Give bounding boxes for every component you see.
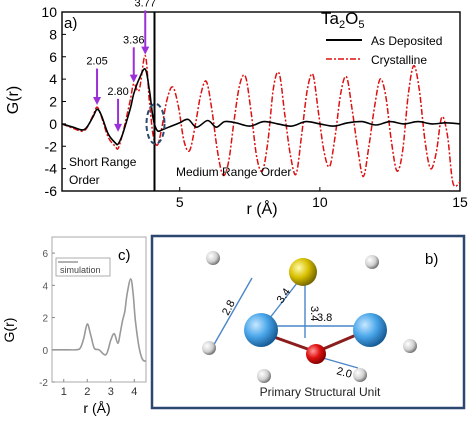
panel-c-y-tick-label: 4: [42, 281, 48, 292]
distance-label-3-8: 3.8: [317, 312, 332, 324]
peak-label: 2.80: [107, 86, 128, 98]
panel-a-y-tick-label: 10: [41, 4, 57, 20]
panel-c-y-tick-label: -2: [39, 378, 48, 389]
panel-a-x-tick-label: 15: [452, 194, 468, 210]
panel-a-y-tick-label: -2: [45, 138, 58, 154]
distance-label-3-4-vertical: 3.4: [308, 306, 320, 321]
oxygen-atom-bottom-right: [353, 368, 367, 382]
panel-c-y-tick-label: 6: [42, 249, 48, 260]
panel-c-x-tick-label: 4: [131, 386, 137, 398]
legend-label-as-deposited: As Deposited: [371, 34, 442, 48]
panel-c-label: c): [118, 247, 131, 264]
peak-arrow-head: [141, 46, 150, 55]
panel-a-label: a): [64, 15, 77, 32]
panel-a-y-tick-label: 0: [49, 116, 57, 132]
panel-a-x-tick-label: 10: [312, 194, 328, 210]
series-line-as-deposited: [62, 68, 460, 146]
panel-c-chart: 1 2 3 4 -2 0 2 4 6 simulation c) G(r) r (Å): [1, 236, 147, 416]
panel-a-x-tick-label: 5: [176, 194, 184, 210]
tantalum-atom-right: [353, 313, 387, 347]
short-range-order-label-line2: Order: [69, 173, 100, 187]
yellow-atom: [289, 258, 317, 286]
bridging-oxygen-atom: [306, 344, 326, 364]
panel-c-legend: simulation: [55, 257, 111, 277]
peak-arrow-head: [114, 123, 123, 132]
panel-a-y-tick-label: 8: [49, 26, 57, 42]
panel-a-y-tick-label: 6: [49, 49, 57, 65]
panel-a-title: Ta2O5: [321, 9, 364, 31]
peak-arrow-head: [93, 96, 102, 105]
panel-c-x-axis-label: r (Å): [83, 400, 110, 416]
panel-c-plot-frame: [51, 236, 147, 383]
oxygen-atom-bottom-left: [202, 341, 216, 355]
distance-line-2-8: [211, 277, 253, 349]
panel-a-x-axis-label: r (Å): [246, 199, 277, 218]
panel-c-y-ticks: -2 0 2 4 6: [39, 249, 55, 389]
peak-label: 2.05: [86, 56, 107, 68]
panel-c-y-tick-label: 0: [42, 346, 48, 357]
panel-a-y-tick-label: 4: [49, 71, 57, 87]
panel-c-x-ticks: 1 2 3 4: [61, 379, 137, 398]
panel-a-series: [62, 54, 460, 188]
panel-c-x-tick-label: 3: [108, 386, 114, 398]
panel-a-y-tick-label: -6: [45, 183, 58, 199]
tantalum-atom-left: [244, 313, 278, 347]
series-line-crystalline: [62, 54, 460, 188]
distance-label-2-0: 2.0: [335, 365, 353, 381]
panel-c-y-tick-label: 2: [42, 314, 48, 325]
oxygen-atom-top-left: [206, 251, 220, 265]
panel-b-structure: 2.8 3.4 3.4 3.8 2.0 b) Primary Structura…: [150, 234, 466, 410]
series-line-simulation: [52, 278, 147, 362]
panel-c-x-tick-label: 1: [61, 386, 67, 398]
panel-a-annotations: 3.77 3.36 2.80 2.05: [86, 0, 156, 132]
panel-a-legend: As Deposited Crystalline: [326, 34, 442, 67]
divider-highlight-ellipse: [145, 102, 166, 145]
panel-c-x-tick-label: 2: [84, 386, 90, 398]
panel-c-series: [52, 278, 147, 362]
panel-c-y-axis-label: G(r): [1, 318, 17, 343]
oxygen-atom-bottom: [257, 369, 271, 383]
panel-a-y-tick-label: -4: [45, 161, 58, 177]
oxygen-atom-right: [403, 339, 417, 353]
panel-a-x-ticks: 5 10 15: [176, 187, 468, 210]
oxygen-atom-top-right: [365, 255, 379, 269]
panel-a-y-axis-label: G(r): [5, 86, 22, 114]
legend-label-simulation: simulation: [60, 265, 101, 275]
peak-label: 3.77: [135, 0, 156, 9]
medium-range-order-label: Medium Range Order: [176, 165, 291, 179]
legend-label-crystalline: Crystalline: [371, 53, 427, 67]
short-range-order-label-line1: Short Range: [69, 155, 137, 169]
panel-b-label: b): [425, 251, 438, 268]
peak-arrow-head: [129, 74, 138, 83]
panel-a-y-tick-label: 2: [49, 94, 57, 110]
peak-label: 3.36: [123, 34, 144, 46]
primary-structural-unit-caption: Primary Structural Unit: [260, 385, 381, 399]
panel-a-y-ticks: -6 -4 -2 0 2 4 6 8 10: [41, 4, 66, 199]
